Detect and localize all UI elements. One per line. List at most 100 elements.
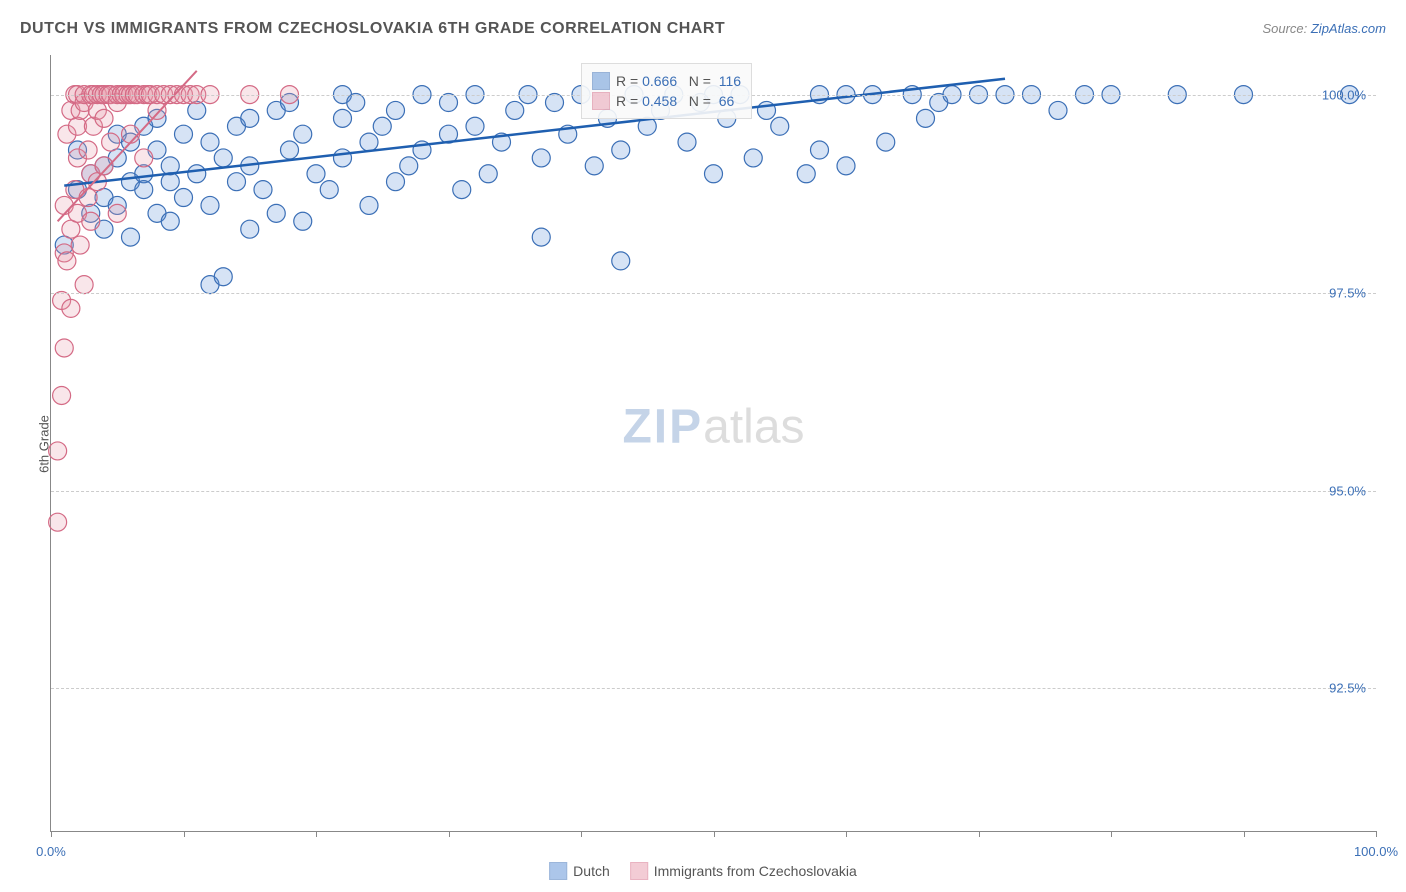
chart-area: 6th Grade ZIPatlas 92.5%95.0%97.5%100.0%… <box>50 55 1376 832</box>
data-point <box>58 252 76 270</box>
data-point <box>79 189 97 207</box>
data-point <box>241 109 259 127</box>
gridline <box>51 491 1376 492</box>
data-point <box>532 228 550 246</box>
x-tick <box>184 831 185 837</box>
x-tick-label: 100.0% <box>1354 844 1398 859</box>
x-tick <box>51 831 52 837</box>
data-point <box>281 141 299 159</box>
data-point <box>334 109 352 127</box>
legend-label: Immigrants from Czechoslovakia <box>654 863 857 879</box>
data-point <box>95 109 113 127</box>
data-point <box>532 149 550 167</box>
data-point <box>612 141 630 159</box>
x-tick <box>316 831 317 837</box>
data-point <box>440 94 458 112</box>
data-point <box>135 181 153 199</box>
source-link[interactable]: ZipAtlas.com <box>1311 21 1386 36</box>
legend-label: Dutch <box>573 863 610 879</box>
data-point <box>466 117 484 135</box>
x-tick <box>979 831 980 837</box>
x-tick <box>714 831 715 837</box>
data-point <box>188 165 206 183</box>
gridline <box>51 293 1376 294</box>
data-point <box>294 125 312 143</box>
data-point <box>75 276 93 294</box>
x-tick <box>1111 831 1112 837</box>
x-tick <box>1244 831 1245 837</box>
data-point <box>122 228 140 246</box>
data-point <box>214 149 232 167</box>
source-attribution: Source: ZipAtlas.com <box>1262 21 1386 36</box>
data-point <box>267 204 285 222</box>
data-point <box>373 117 391 135</box>
data-point <box>360 133 378 151</box>
legend-swatch <box>592 72 610 90</box>
data-point <box>877 133 895 151</box>
data-point <box>400 157 418 175</box>
data-point <box>612 252 630 270</box>
data-point <box>585 157 603 175</box>
data-point <box>307 165 325 183</box>
data-point <box>453 181 471 199</box>
data-point <box>71 236 89 254</box>
data-point <box>797 165 815 183</box>
stats-legend: R = 0.666 N = 116 R = 0.458 N = 66 <box>581 63 752 119</box>
data-point <box>506 101 524 119</box>
y-tick-label: 92.5% <box>1329 681 1366 696</box>
data-point <box>201 133 219 151</box>
data-point <box>546 94 564 112</box>
gridline <box>51 688 1376 689</box>
legend-row: R = 0.458 N = 66 <box>592 92 741 110</box>
y-tick-label: 97.5% <box>1329 285 1366 300</box>
y-tick-label: 100.0% <box>1322 87 1366 102</box>
data-point <box>53 386 71 404</box>
data-point <box>122 125 140 143</box>
data-point <box>241 220 259 238</box>
legend-swatch <box>592 92 610 110</box>
data-point <box>771 117 789 135</box>
x-tick <box>846 831 847 837</box>
bottom-legend: Dutch Immigrants from Czechoslovakia <box>549 862 857 880</box>
data-point <box>705 165 723 183</box>
y-tick-label: 95.0% <box>1329 483 1366 498</box>
data-point <box>49 442 67 460</box>
data-point <box>175 125 193 143</box>
data-point <box>1049 101 1067 119</box>
data-point <box>201 196 219 214</box>
data-point <box>254 181 272 199</box>
data-point <box>49 513 67 531</box>
data-point <box>744 149 762 167</box>
data-point <box>320 181 338 199</box>
data-point <box>294 212 312 230</box>
x-tick <box>449 831 450 837</box>
x-tick <box>1376 831 1377 837</box>
x-tick <box>581 831 582 837</box>
data-point <box>347 94 365 112</box>
x-tick-label: 0.0% <box>36 844 66 859</box>
data-point <box>102 133 120 151</box>
plot-region: ZIPatlas 92.5%95.0%97.5%100.0% 0.0%100.0… <box>50 55 1376 832</box>
data-point <box>161 212 179 230</box>
legend-swatch <box>549 862 567 880</box>
source-label: Source: <box>1262 21 1310 36</box>
data-point <box>228 173 246 191</box>
data-point <box>387 173 405 191</box>
data-point <box>135 149 153 167</box>
chart-title: DUTCH VS IMMIGRANTS FROM CZECHOSLOVAKIA … <box>20 20 725 38</box>
data-point <box>360 196 378 214</box>
data-point <box>175 189 193 207</box>
data-point <box>108 204 126 222</box>
data-point <box>917 109 935 127</box>
legend-stats-text: R = 0.666 N = 116 <box>616 73 741 89</box>
data-point <box>82 212 100 230</box>
legend-item: Dutch <box>549 862 610 880</box>
legend-item: Immigrants from Czechoslovakia <box>630 862 857 880</box>
plot-svg <box>51 55 1376 831</box>
data-point <box>811 141 829 159</box>
data-point <box>334 149 352 167</box>
data-point <box>678 133 696 151</box>
data-point <box>387 101 405 119</box>
data-point <box>837 157 855 175</box>
legend-row: R = 0.666 N = 116 <box>592 72 741 90</box>
